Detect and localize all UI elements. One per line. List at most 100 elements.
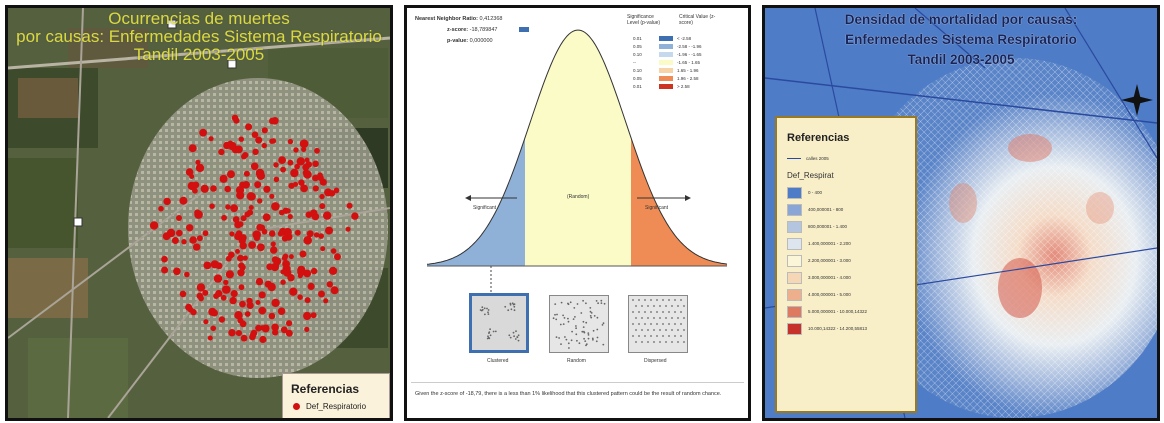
death-point [176,229,183,237]
pattern-dot [587,332,590,334]
death-point [303,311,312,321]
class-swatch [787,322,802,335]
death-point [250,162,259,171]
death-point [281,235,289,242]
random-dots [552,299,606,349]
death-point [235,248,240,254]
pattern-dot [589,315,592,317]
death-point [232,216,240,223]
pattern-dot [602,322,605,325]
pattern-dot [656,311,658,313]
pattern-dot [641,329,643,331]
pattern-dot [677,329,679,331]
death-point [318,233,325,239]
pattern-dot [513,335,515,338]
pattern-dot [683,317,685,319]
death-point [228,329,236,337]
z-range-cell: 1.65 - 1.96 [677,67,699,73]
death-point [184,271,190,278]
p-value-cell: 0.05 [633,75,642,81]
pattern-dot [560,343,562,345]
pattern-dot [595,300,598,302]
pattern-dot [567,302,569,305]
pattern-dot [683,329,685,331]
pattern-dot [680,311,682,313]
density-title-line: Densidad de mortalidad por causas: [844,12,1078,27]
death-point [287,138,294,145]
death-point [270,241,276,247]
death-point [163,197,171,206]
pattern-dot [576,339,578,342]
clustered-pattern-box [469,293,529,353]
death-point [261,142,267,149]
pattern-dot [638,299,640,301]
death-point [228,251,235,259]
death-point [304,326,310,332]
death-point [246,297,253,305]
legend-class-row: 400,000001 - 800 [787,201,915,218]
death-point [300,184,308,193]
pattern-dot [578,342,581,345]
death-point [186,224,194,232]
pattern-label: Random [567,358,586,364]
death-point [268,312,276,320]
pattern-dot [558,337,560,339]
pattern-dot [554,313,556,316]
pattern-dot [484,313,486,316]
death-point [203,261,212,270]
pattern-dot [576,303,579,305]
class-label: 800,000001 - 1.400 [808,224,848,229]
zscore-label: z-score: [447,27,469,33]
legend-class-row: 2.200,000001 - 3.000 [787,252,915,269]
death-point [287,159,294,166]
death-point [320,246,326,252]
pattern-dot [650,335,652,337]
ratio-label: Nearest Neighbor Ratio: [415,16,478,22]
pattern-dot [592,329,595,332]
death-point [312,160,319,168]
death-point [296,157,305,166]
z-range-cell: > 2.58 [677,83,690,89]
dispersed-pattern-box [628,295,688,353]
pvalue-label: p-value: [447,38,469,44]
p-value-cell: 0.01 [633,83,642,89]
legend-line-item: calles 2005 [787,150,915,167]
death-point [282,253,289,260]
death-point [210,260,219,269]
pattern-dot [580,312,583,314]
pattern-dot [583,331,586,334]
pattern-dot [574,316,576,318]
pattern-dot [563,317,566,319]
pattern-dot [562,323,565,325]
death-point [269,193,275,199]
death-point [211,309,218,317]
death-point [328,190,336,197]
pattern-dot [668,335,670,337]
ratio-value: 0,412368 [479,16,503,22]
death-point [228,141,237,151]
death-point [231,114,239,122]
pattern-dot [481,306,484,309]
z-range-cell: -1.65 - 1.65 [677,59,701,65]
death-point [244,211,251,218]
death-point [161,266,169,274]
death-point [209,203,215,209]
death-point [240,334,248,342]
pattern-dot [513,305,516,308]
death-point [257,198,263,204]
death-point [219,174,228,183]
color-swatch [659,59,673,65]
death-point [235,330,242,337]
color-swatch [659,67,673,73]
pattern-dot [517,334,520,337]
death-point [261,324,270,333]
pattern-dot [680,299,682,301]
death-point [303,170,312,179]
pattern-dot [560,301,563,304]
pattern-dot [674,323,676,325]
death-point [196,235,203,242]
death-point [185,168,194,176]
death-point [293,147,299,153]
pattern-dot [632,311,634,313]
death-point [346,202,353,209]
